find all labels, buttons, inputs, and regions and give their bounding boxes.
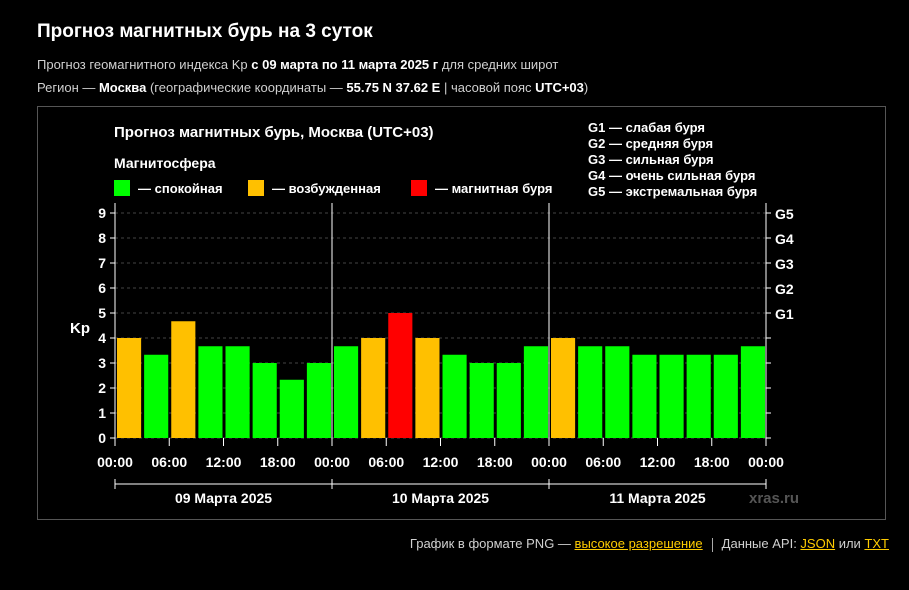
x-tick-label: 00:00 xyxy=(314,454,350,470)
kp-bar xyxy=(279,379,304,438)
x-tick-label: 06:00 xyxy=(151,454,187,470)
or-text: или xyxy=(835,536,865,551)
kp-bar xyxy=(469,363,494,438)
kp-bar xyxy=(523,346,548,438)
kp-bar xyxy=(686,354,711,438)
region-text-a: Регион — xyxy=(37,80,99,95)
legend-label-storm: — магнитная буря xyxy=(435,181,552,196)
kp-bar xyxy=(388,313,413,438)
y-tick-label: 5 xyxy=(98,305,106,321)
legend-swatch-unsettled xyxy=(248,180,264,196)
kp-bar xyxy=(740,346,765,438)
bars xyxy=(117,313,765,438)
x-tick-label: 00:00 xyxy=(748,454,784,470)
region-text-e: | часовой пояс xyxy=(440,80,536,95)
x-tick-label: 12:00 xyxy=(423,454,459,470)
legend: — спокойная — возбужденная — магнитная бур… xyxy=(114,180,552,196)
day-label: 10 Марта 2025 xyxy=(392,490,489,506)
day-label: 11 Марта 2025 xyxy=(609,490,706,506)
desc-text-a: Прогноз геомагнитного индекса Kp xyxy=(37,57,252,72)
kp-bar xyxy=(225,346,250,438)
api-text: Данные API: xyxy=(721,536,801,551)
day-label: 09 Марта 2025 xyxy=(175,490,272,506)
g-legend-item: G2 — средняя буря xyxy=(588,136,713,151)
kp-bar xyxy=(605,346,630,438)
y-tick-label: 2 xyxy=(98,380,106,396)
chart-frame: Прогноз магнитных бурь, Москва (UTC+03) … xyxy=(37,106,886,520)
legend-swatch-storm xyxy=(411,180,427,196)
kp-bar xyxy=(198,346,223,438)
png-text: График в формате PNG — xyxy=(409,536,575,551)
kp-bar xyxy=(713,354,738,438)
high-res-link[interactable]: высокое разрешение xyxy=(574,536,703,551)
kp-bar xyxy=(171,321,196,438)
y-axis-label: Kp xyxy=(70,320,90,337)
region-city: Москва xyxy=(98,80,147,95)
region-description: Регион — Москва (географические координа… xyxy=(37,80,588,95)
y-tick-label: 6 xyxy=(98,280,106,296)
kp-bar xyxy=(415,338,440,438)
x-tick-label: 18:00 xyxy=(694,454,730,470)
x-tick-label: 06:00 xyxy=(368,454,404,470)
region-text-c: (географические координаты — xyxy=(146,80,347,95)
footer: График в формате PNG — высокое разрешени… xyxy=(410,536,889,552)
y-tick-label: 3 xyxy=(98,355,106,371)
g-tick-label: G2 xyxy=(775,281,794,297)
x-tick-label: 12:00 xyxy=(206,454,242,470)
y-tick-label: 4 xyxy=(98,330,106,346)
x-tick-label: 18:00 xyxy=(477,454,513,470)
desc-text-c: для средних широт xyxy=(438,57,559,72)
x-tick-label: 00:00 xyxy=(97,454,133,470)
y-tick-label: 1 xyxy=(98,405,106,421)
legend-label-unsettled: — возбужденная xyxy=(272,181,381,196)
x-tick-label: 12:00 xyxy=(640,454,676,470)
x-tick-label: 18:00 xyxy=(260,454,296,470)
g-tick-label: G5 xyxy=(775,206,794,222)
region-coords: 55.75 N 37.62 E xyxy=(346,80,441,95)
legend-swatch-quiet xyxy=(114,180,130,196)
json-link[interactable]: JSON xyxy=(800,536,836,551)
page-title: Прогноз магнитных бурь на 3 суток xyxy=(37,21,373,42)
kp-bar xyxy=(578,346,603,438)
kp-bar xyxy=(551,338,576,438)
kp-bar xyxy=(306,363,331,438)
y-tick-label: 9 xyxy=(98,205,106,221)
g-legend-item: G3 — сильная буря xyxy=(588,152,714,167)
watermark: xras.ru xyxy=(749,490,799,507)
axes: 0 1 2 3 4 5 6 7 8 9 G1 G2 G3 G4 G5 00:00 06:00 12:00 18:00… xyxy=(97,203,794,506)
legend-label-quiet: — спокойная xyxy=(138,181,223,196)
kp-bar xyxy=(632,354,657,438)
kp-forecast-chart: Прогноз магнитных бурь, Москва (UTC+03) … xyxy=(70,120,799,507)
txt-link[interactable]: TXT xyxy=(864,536,889,551)
x-tick-label: 00:00 xyxy=(531,454,567,470)
desc-date-range: с 09 марта по 11 марта 2025 г xyxy=(251,57,439,72)
x-tick-label: 06:00 xyxy=(585,454,621,470)
g-tick-label: G3 xyxy=(775,256,794,272)
kp-bar xyxy=(361,338,386,438)
kp-bar xyxy=(117,338,142,438)
forecast-description: Прогноз геомагнитного индекса Kp с 09 ма… xyxy=(37,57,558,72)
kp-bar xyxy=(334,346,359,438)
y-tick-label: 7 xyxy=(98,255,106,271)
kp-bar xyxy=(144,354,169,438)
footer-divider xyxy=(711,537,713,552)
y-tick-label: 0 xyxy=(98,430,106,446)
chart-title: Прогноз магнитных бурь, Москва (UTC+03) xyxy=(114,124,434,141)
g-tick-label: G4 xyxy=(775,231,794,247)
g-legend-item: G1 — слабая буря xyxy=(588,120,705,135)
kp-bar xyxy=(442,354,467,438)
g-tick-label: G1 xyxy=(775,306,794,322)
kp-bar xyxy=(252,363,277,438)
kp-bar xyxy=(496,363,521,438)
region-text-g: ) xyxy=(583,80,589,95)
g-legend-item: G5 — экстремальная буря xyxy=(588,184,757,199)
y-tick-label: 8 xyxy=(98,230,106,246)
grid xyxy=(115,212,766,439)
kp-bar xyxy=(659,354,684,438)
g-legend-item: G4 — очень сильная буря xyxy=(588,168,755,183)
legend-title: Магнитосфера xyxy=(114,155,216,171)
region-timezone: UTC+03 xyxy=(535,80,584,95)
